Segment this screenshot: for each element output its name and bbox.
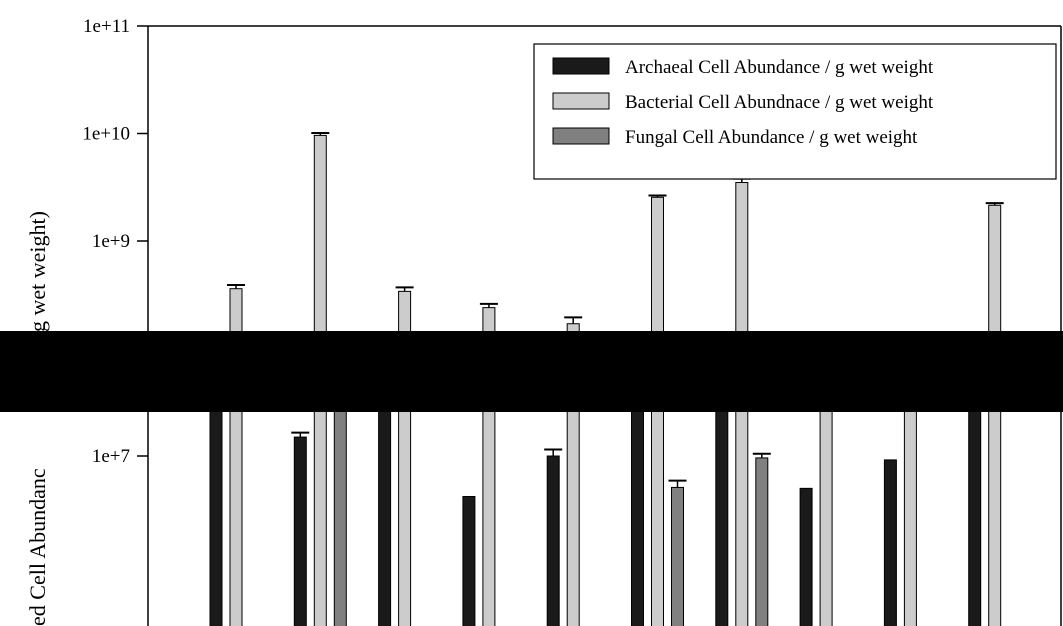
legend-swatch: [552, 127, 610, 145]
bar: [715, 393, 729, 626]
y-axis-label-lower: ed Cell Abundanc: [25, 468, 50, 626]
bar: [883, 459, 897, 626]
bar: [671, 486, 684, 626]
legend: Archaeal Cell Abundance / g wet weight Ba…: [533, 43, 1057, 180]
bar: [293, 436, 307, 626]
legend-label: Fungal Cell Abundance / g wet weight: [625, 127, 918, 148]
y-tick-label: 1e+7: [92, 446, 130, 467]
bar: [799, 487, 813, 626]
y-tick-label: 1e+9: [92, 231, 130, 252]
redaction-bar: [0, 331, 1063, 412]
legend-swatch: [552, 57, 610, 75]
axis-labels: ed Cell Abundance (cells / g wet weight): [25, 211, 50, 626]
bar: [462, 496, 476, 626]
bar: [988, 204, 1002, 626]
y-tick-label: 1e+10: [82, 124, 130, 145]
bar: [546, 455, 560, 626]
y-tick-label: 1e+11: [83, 16, 130, 37]
bar: [378, 410, 392, 626]
legend-label: Bacterial Cell Abundnace / g wet weight: [625, 92, 934, 113]
bar: [209, 410, 223, 626]
legend-box: [533, 43, 1057, 180]
legend-label: Archaeal Cell Abundance / g wet weight: [625, 57, 934, 78]
bar: [755, 457, 769, 626]
legend-swatch: [552, 92, 610, 110]
